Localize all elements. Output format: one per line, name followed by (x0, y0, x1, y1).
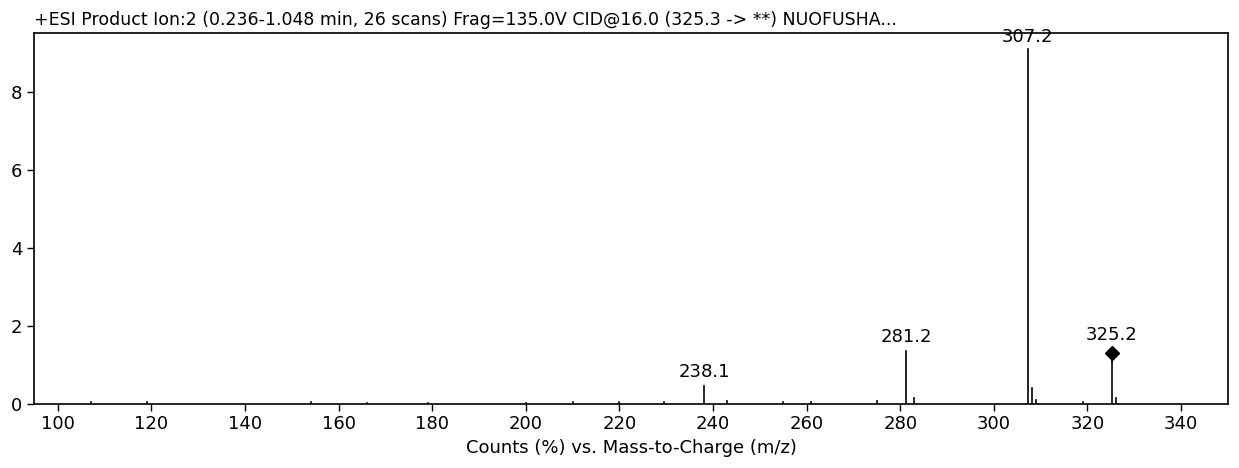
Text: +ESI Product Ion:2 (0.236-1.048 min, 26 scans) Frag=135.0V CID@16.0 (325.3 -> **: +ESI Product Ion:2 (0.236-1.048 min, 26 … (35, 11, 897, 29)
X-axis label: Counts (%) vs. Mass-to-Charge (m/z): Counts (%) vs. Mass-to-Charge (m/z) (466, 439, 797, 457)
Text: 281.2: 281.2 (880, 328, 932, 346)
Text: 307.2: 307.2 (1002, 28, 1053, 46)
Text: 238.1: 238.1 (679, 363, 730, 381)
Text: 325.2: 325.2 (1085, 326, 1137, 344)
